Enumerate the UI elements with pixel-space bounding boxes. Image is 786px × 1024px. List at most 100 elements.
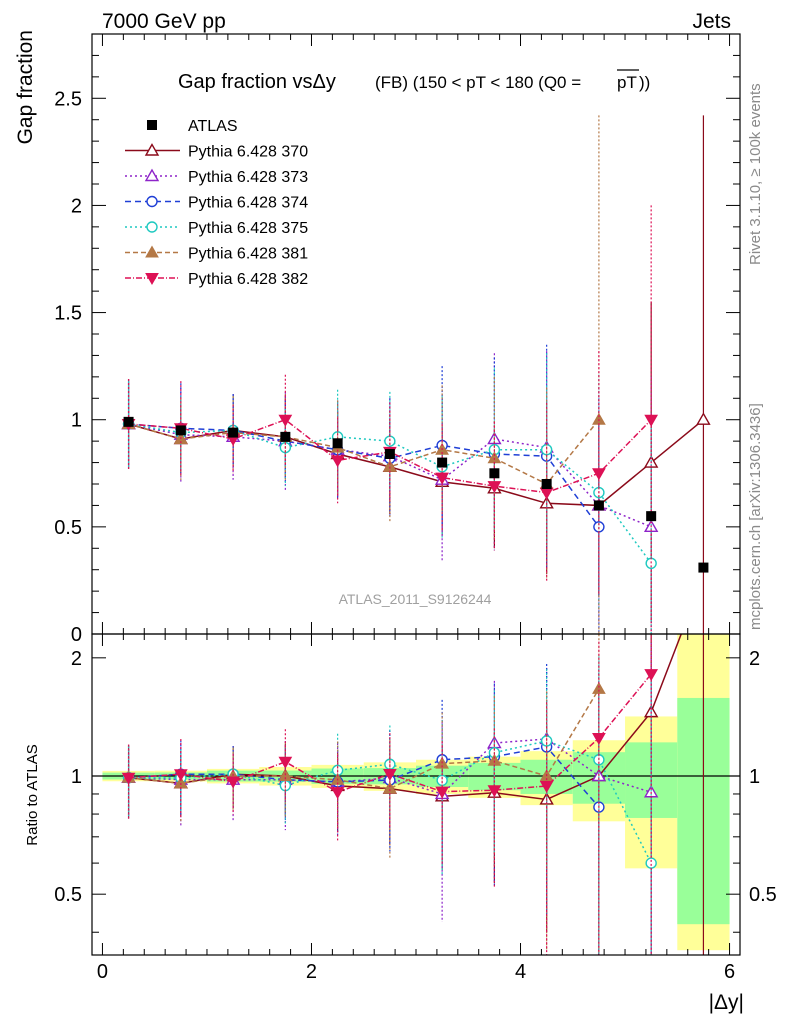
legend: ATLAS Pythia 6.428 370 Pythia 6.428 373 Pyt… — [125, 118, 308, 288]
data-point — [175, 425, 186, 436]
legend-label: Pythia 6.428 374 — [188, 195, 308, 212]
series-top-0 — [121, 115, 711, 634]
series-point — [278, 414, 293, 427]
legend-entry-0: ATLAS — [147, 118, 238, 135]
ratio-y-tick-label-right: 1 — [749, 766, 760, 788]
x-tick-label: 4 — [515, 961, 526, 983]
y-tick-label: 1 — [71, 410, 82, 432]
ratio-y-tick-label-right: 0.5 — [749, 884, 777, 906]
ratio-y-tick-label-right: 2 — [749, 648, 760, 670]
series-ratio-line — [128, 688, 600, 790]
legend-label: Pythia 6.428 373 — [188, 169, 308, 186]
ratio-point — [644, 669, 659, 682]
y-tick-label: 1.5 — [54, 303, 82, 325]
legend-marker — [147, 120, 157, 130]
series-line — [128, 419, 600, 485]
legend-label: Pythia 6.428 381 — [188, 246, 308, 263]
ratio-point — [121, 772, 136, 785]
legend-label: Pythia 6.428 382 — [188, 271, 308, 288]
ratio-point — [592, 681, 606, 694]
ratio-point — [435, 786, 449, 799]
series-point — [644, 414, 659, 427]
series-line — [128, 423, 652, 528]
legend-entry-5: Pythia 6.428 381 — [125, 245, 308, 263]
legend-marker — [144, 143, 160, 156]
data-point — [384, 449, 395, 459]
legend-marker — [145, 273, 159, 286]
x-axis-label: |Δy| — [709, 991, 744, 1014]
legend-label: ATLAS — [188, 118, 238, 135]
legend-label: Pythia 6.428 370 — [188, 144, 308, 161]
series-point — [435, 472, 449, 485]
x-tick-label: 6 — [724, 961, 735, 983]
series-ratio-line — [128, 746, 600, 808]
series-point — [487, 481, 502, 494]
data-point — [332, 438, 343, 449]
series-line — [128, 419, 704, 507]
data-point — [123, 416, 134, 427]
data-point — [280, 431, 291, 442]
ratio-point — [383, 768, 397, 781]
chart-title-overline: pT — [617, 73, 637, 92]
series-ratio-line — [128, 634, 683, 801]
data-point — [489, 468, 500, 479]
ratio-y-tick-label: 1 — [71, 766, 82, 788]
data-point — [228, 427, 239, 438]
series-point — [696, 412, 711, 425]
chart-title-main: Gap fraction vsΔy — [178, 71, 336, 93]
y-axis-label-top: Gap fraction — [14, 30, 37, 144]
y-tick-label: 2 — [71, 195, 82, 217]
series-ratio-5 — [121, 634, 659, 955]
legend-entry-2: Pythia 6.428 373 — [125, 168, 308, 186]
series-point — [330, 455, 345, 468]
header-left: 7000 GeV pp — [102, 10, 226, 33]
chart-title-close: )) — [639, 73, 650, 92]
y-tick-label: 2.5 — [54, 88, 82, 110]
data-point — [646, 511, 657, 522]
legend-entry-3: Pythia 6.428 374 — [125, 195, 308, 212]
legend-marker — [145, 245, 159, 258]
ratio-y-tick-label: 0.5 — [54, 884, 82, 906]
y-axis-label-bottom: Ratio to ATLAS — [24, 744, 41, 845]
data-uncertainty-bands — [102, 634, 730, 951]
ratio-point — [539, 781, 554, 794]
legend-marker — [146, 221, 158, 233]
data-point — [698, 562, 709, 573]
y-tick-label: 0.5 — [54, 517, 82, 539]
x-tick-label: 2 — [306, 961, 317, 983]
legend-marker — [144, 168, 160, 182]
x-tick-label: 0 — [97, 961, 108, 983]
ratio-point — [330, 787, 345, 800]
axis-ticks: 0 2 4 600.511.522.50.5 0.51 12 2 — [54, 33, 777, 983]
ratio-point — [173, 769, 188, 782]
ratio-point — [645, 857, 657, 869]
analysis-watermark: ATLAS_2011_S9126244 — [339, 591, 492, 607]
legend-marker — [146, 195, 158, 208]
ratio-point — [383, 781, 397, 794]
atlas-points — [123, 416, 709, 573]
legend-entry-6: Pythia 6.428 382 — [125, 271, 308, 288]
series-ratio-0 — [121, 634, 705, 955]
data-point — [541, 479, 552, 489]
ratio-point — [592, 732, 606, 745]
mcplots-label: mcplots.cern.ch [arXiv:1306.3436] — [747, 403, 764, 630]
atlas-data-layer — [123, 416, 709, 573]
y-tick-label: 0 — [71, 624, 82, 646]
ratio-point — [226, 776, 240, 789]
series-top-5 — [121, 205, 659, 634]
data-point — [593, 500, 604, 511]
chart-title: Gap fraction vsΔy (FB) (150 < pT < 180 (… — [178, 69, 650, 93]
series-ratio-2 — [122, 664, 605, 955]
series-point — [539, 487, 554, 500]
series-line — [128, 423, 600, 528]
legend-entry-1: Pythia 6.428 370 — [125, 143, 308, 161]
legend-label: Pythia 6.428 375 — [188, 220, 308, 237]
ratio-y-tick-label: 2 — [71, 648, 82, 670]
series-top-4 — [121, 115, 606, 634]
legend-entry-4: Pythia 6.428 375 — [125, 220, 308, 237]
header-right: Jets — [692, 10, 731, 33]
data-point — [437, 457, 448, 468]
rivet-version-label: Rivet 3.1.10, ≥ 100k events — [747, 83, 764, 265]
series-point — [592, 468, 606, 481]
chart-title-sub: (FB) (150 < pT < 180 (Q0 = — [375, 73, 581, 92]
